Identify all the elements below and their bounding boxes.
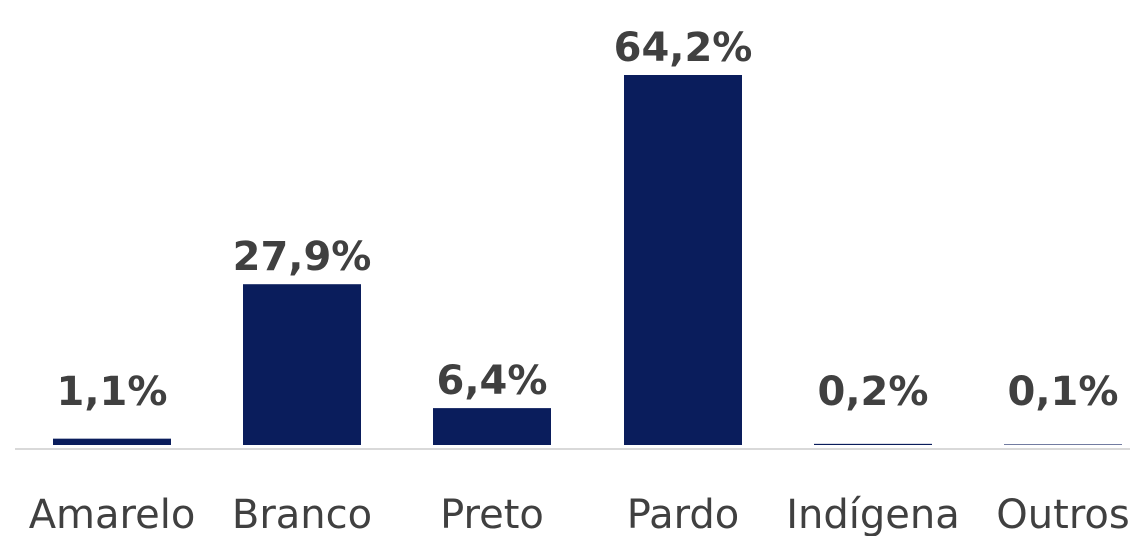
value-label-branco: 27,9% — [233, 234, 372, 280]
bars-group — [53, 75, 1122, 445]
category-label-preto: Preto — [440, 492, 544, 536]
value-label-outros: 0,1% — [1008, 369, 1119, 415]
value-label-amarelo: 1,1% — [57, 369, 168, 415]
category-labels-group: Amarelo Branco Preto Pardo Indígena Outros — [29, 492, 1130, 536]
bar-outros — [1004, 444, 1122, 445]
value-label-pardo: 64,2% — [614, 25, 753, 71]
value-labels-group: 1,1% 27,9% 6,4% 64,2% 0,2% 0,1% — [57, 25, 1119, 415]
bar-preto — [433, 408, 551, 445]
category-label-outros: Outros — [996, 492, 1129, 536]
category-label-branco: Branco — [232, 492, 372, 536]
value-label-indigena: 0,2% — [818, 369, 929, 415]
category-label-pardo: Pardo — [627, 492, 739, 536]
bar-indigena — [814, 443, 932, 445]
bar-amarelo — [53, 438, 171, 445]
bar-pardo — [624, 75, 742, 445]
category-label-indigena: Indígena — [786, 492, 960, 536]
bar-branco — [243, 284, 361, 445]
value-label-preto: 6,4% — [437, 358, 548, 404]
category-label-amarelo: Amarelo — [29, 492, 196, 536]
